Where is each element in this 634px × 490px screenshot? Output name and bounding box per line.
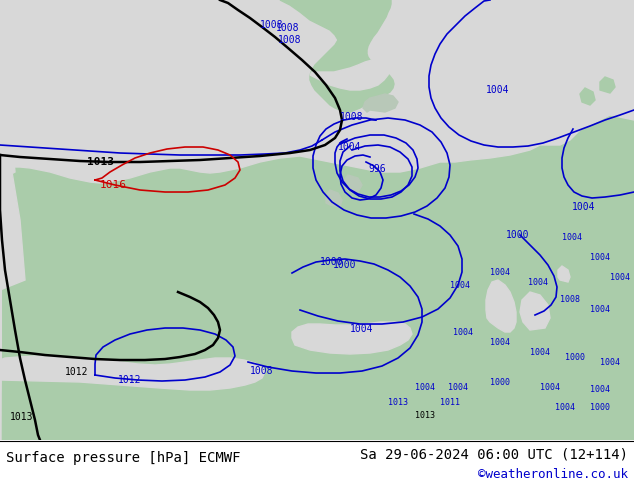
Text: 1016: 1016: [100, 180, 127, 190]
Text: 1004: 1004: [415, 383, 435, 392]
Polygon shape: [310, 60, 390, 90]
Text: 1004: 1004: [486, 85, 510, 95]
Polygon shape: [456, 0, 634, 142]
Polygon shape: [292, 322, 412, 354]
Polygon shape: [0, 0, 634, 183]
Polygon shape: [0, 0, 15, 180]
Polygon shape: [0, 356, 265, 390]
Text: 1013: 1013: [388, 398, 408, 407]
Text: 1004: 1004: [590, 305, 610, 314]
Text: 1008: 1008: [250, 366, 273, 376]
Text: 1013: 1013: [87, 157, 114, 167]
Text: 1004: 1004: [528, 278, 548, 287]
Text: 1004: 1004: [610, 273, 630, 282]
Text: 1011: 1011: [440, 398, 460, 407]
Polygon shape: [280, 0, 394, 112]
Text: 1000: 1000: [590, 403, 610, 412]
Text: 1000: 1000: [320, 257, 344, 267]
Text: ©weatheronline.co.uk: ©weatheronline.co.uk: [478, 467, 628, 481]
Text: 1004: 1004: [555, 403, 575, 412]
Polygon shape: [486, 280, 516, 332]
Text: 1004: 1004: [590, 385, 610, 394]
Polygon shape: [0, 0, 3, 440]
Text: 1004: 1004: [562, 233, 582, 242]
Text: 1008: 1008: [260, 20, 283, 30]
Polygon shape: [0, 0, 634, 440]
Text: 996: 996: [368, 164, 385, 174]
Text: 1008: 1008: [560, 295, 580, 304]
Text: 1012: 1012: [118, 375, 141, 385]
Polygon shape: [344, 175, 362, 192]
Text: 1004: 1004: [490, 268, 510, 277]
Polygon shape: [0, 140, 25, 290]
Polygon shape: [520, 292, 550, 330]
Text: 1004: 1004: [338, 142, 361, 152]
Polygon shape: [363, 94, 398, 112]
Polygon shape: [580, 88, 595, 105]
Text: 1004: 1004: [600, 358, 620, 367]
Text: 1004: 1004: [530, 348, 550, 357]
Text: Surface pressure [hPa] ECMWF: Surface pressure [hPa] ECMWF: [6, 451, 240, 465]
Text: 1004: 1004: [490, 338, 510, 347]
Text: 1013: 1013: [10, 412, 34, 422]
Text: 1004: 1004: [540, 383, 560, 392]
Polygon shape: [558, 266, 570, 282]
Polygon shape: [600, 77, 615, 93]
Text: 1000: 1000: [565, 353, 585, 362]
Text: 1008: 1008: [276, 23, 299, 33]
Polygon shape: [326, 190, 342, 207]
Text: Sa 29-06-2024 06:00 UTC (12+114): Sa 29-06-2024 06:00 UTC (12+114): [360, 447, 628, 461]
Text: 1000: 1000: [490, 378, 510, 387]
Text: 1004: 1004: [450, 281, 470, 290]
Text: 1004: 1004: [448, 383, 468, 392]
Text: 1004: 1004: [453, 328, 473, 337]
Text: 1008: 1008: [340, 112, 363, 122]
Text: 1008: 1008: [278, 35, 302, 45]
Text: 1012: 1012: [65, 367, 89, 377]
Text: 1013: 1013: [415, 411, 435, 420]
Text: 1000: 1000: [506, 230, 529, 240]
Text: 1004: 1004: [590, 253, 610, 262]
Text: 1000: 1000: [333, 260, 356, 270]
Text: 1004: 1004: [572, 202, 595, 212]
Text: 1004: 1004: [350, 324, 373, 334]
